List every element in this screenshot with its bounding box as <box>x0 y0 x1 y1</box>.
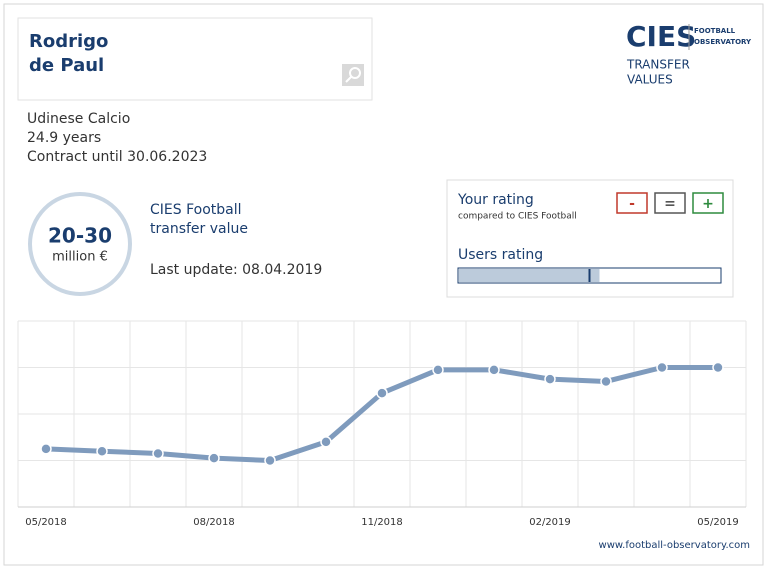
point <box>488 364 500 376</box>
point <box>656 361 668 374</box>
point <box>320 436 332 448</box>
point <box>376 387 388 399</box>
contract: Contract until 30.06.2023 <box>27 149 207 165</box>
name: de Paul <box>29 55 104 76</box>
users-bar <box>459 269 600 282</box>
rating-title: Your rating <box>457 192 534 208</box>
rating-button-label[interactable]: - <box>629 196 635 212</box>
x-tick-label: 02/2019 <box>529 517 571 528</box>
value-label: CIES Football <box>150 202 242 218</box>
x-tick-label: 05/2018 <box>25 517 67 528</box>
name: Rodrigo <box>29 31 108 52</box>
url[interactable]: www.football-observatory.com <box>599 540 750 551</box>
point <box>96 445 108 457</box>
logo-title: VALUES <box>627 73 673 87</box>
name-box <box>17 17 373 101</box>
point <box>712 361 724 374</box>
logo-brand: CIES <box>626 20 696 53</box>
x-tick-label: 11/2018 <box>361 517 403 528</box>
rating-button[interactable] <box>692 192 724 214</box>
search-button[interactable] <box>342 64 364 86</box>
point <box>264 454 276 467</box>
x-tick-label: 05/2019 <box>697 517 739 528</box>
rating-button[interactable] <box>616 192 648 214</box>
point <box>40 443 52 455</box>
value-range: 20-30 <box>48 224 112 248</box>
value-unit: million € <box>52 250 108 265</box>
club: Udinese Calcio <box>27 111 130 127</box>
point <box>432 364 444 376</box>
users-title: Users rating <box>458 247 543 263</box>
rating-subtitle: compared to CIES Football <box>458 212 577 222</box>
point <box>208 452 220 464</box>
logo-sub: OBSERVATORY <box>694 38 752 46</box>
rating-button-label[interactable]: + <box>702 196 714 212</box>
point <box>544 373 556 385</box>
value-circle <box>28 192 132 296</box>
rating-button[interactable] <box>654 192 686 214</box>
logo-sub: FOOTBALL <box>694 27 736 35</box>
point <box>600 375 612 388</box>
x-tick-label: 08/2018 <box>193 517 235 528</box>
age: 24.9 years <box>27 130 101 146</box>
point <box>152 447 164 460</box>
last-update: Last update: 08.04.2019 <box>150 262 322 278</box>
logo-title: TRANSFER <box>626 58 690 72</box>
rating-button-label[interactable]: = <box>664 196 676 212</box>
value-label: transfer value <box>150 221 248 237</box>
